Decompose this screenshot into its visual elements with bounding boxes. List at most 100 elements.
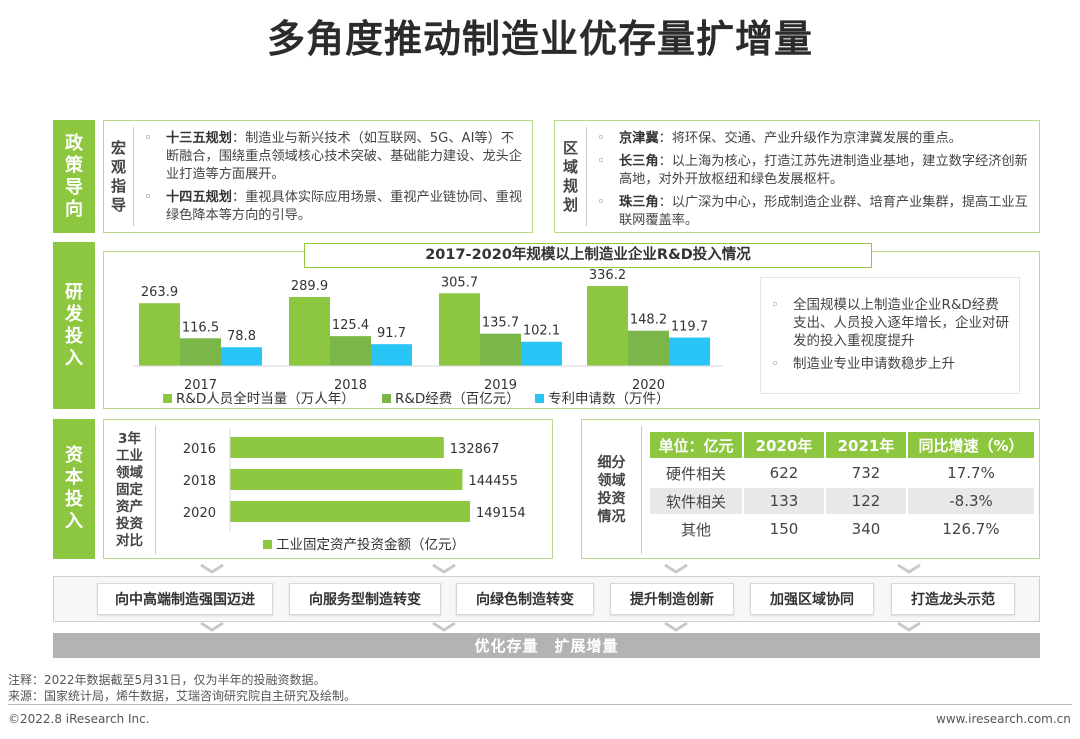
table-cell: 340: [851, 520, 881, 538]
table-cell: 133: [744, 488, 824, 514]
list-item: 京津冀：将环保、交通、产业升级作为京津冀发展的重点。: [595, 130, 1035, 148]
bar: [587, 286, 628, 366]
chevron-down-icon: [897, 621, 921, 632]
bar: [521, 341, 562, 366]
bar: [330, 336, 371, 366]
data-label: 78.8: [227, 329, 256, 344]
y-tick-label: 2020: [183, 506, 216, 521]
data-label: 132867: [450, 442, 500, 457]
bar: [221, 347, 262, 366]
x-tick-label: 2019: [484, 378, 517, 393]
bar: [371, 344, 412, 366]
bar: [180, 338, 221, 366]
bar: [628, 330, 669, 366]
direction-item: 向服务型制造转变: [289, 583, 441, 615]
bar: [669, 337, 710, 366]
legend-swatch: [535, 394, 544, 403]
data-label: 289.9: [291, 279, 328, 294]
footer-divider: [8, 704, 1072, 705]
table-row: 软件相关 133 122 -8.3%: [650, 488, 1034, 514]
table-cell: 17.7%: [947, 464, 995, 482]
data-label: 148.2: [630, 313, 667, 328]
macro-panel: 宏观指导 十三五规划：制造业与新兴技术（如互联网、5G、AI等）不断融合，围绕重…: [103, 120, 533, 233]
bar: [289, 297, 330, 366]
regional-list: 京津冀：将环保、交通、产业升级作为京津冀发展的重点。 长三角：以上海为核心，打造…: [595, 130, 1035, 235]
rd-notes: 全国规模以上制造业企业R&D经费支出、人员投入逐年增长，企业对研发的投入重视度提…: [760, 277, 1020, 394]
table-cell: 其他: [680, 520, 711, 539]
regional-panel: 区域规划 京津冀：将环保、交通、产业升级作为京津冀发展的重点。 长三角：以上海为…: [554, 120, 1040, 233]
list-item: 长三角：以上海为核心，打造江苏先进制造业基地，建立数字经济创新高地，对外开放枢纽…: [595, 153, 1035, 189]
footer-website: www.iresearch.com.cn: [936, 712, 1071, 726]
data-label: 102.1: [523, 324, 560, 339]
table-cell: 150: [769, 520, 799, 538]
chevron-down-icon: [897, 563, 921, 574]
chevron-down-icon: [432, 563, 456, 574]
data-label: 91.7: [377, 326, 406, 341]
y-tick-label: 2016: [183, 442, 216, 457]
x-tick-label: 2020: [632, 378, 665, 393]
footer-source: 来源：国家统计局，烯牛数据，艾瑞咨询研究院自主研究及绘制。: [8, 689, 357, 703]
y-tick-label: 2018: [183, 474, 216, 489]
table-cell: 126.7%: [942, 520, 1000, 538]
direction-item: 提升制造创新: [610, 583, 734, 615]
list-item: 十三五规划：制造业与新兴技术（如互联网、5G、AI等）不断融合，围绕重点领域核心…: [142, 130, 526, 184]
chevron-down-icon: [664, 621, 688, 632]
table-header: 单位：亿元: [650, 432, 742, 458]
data-label: 263.9: [141, 285, 178, 300]
legend-label: 专利申请数（万件）: [548, 391, 670, 407]
bar: [139, 303, 180, 366]
down-chevrons-top: [200, 563, 921, 574]
chevron-down-icon: [200, 621, 224, 632]
legend-label: R&D人员全时当量（万人年）: [176, 390, 355, 407]
table-cell: 122: [826, 488, 906, 514]
list-item: 全国规模以上制造业企业R&D经费支出、人员投入逐年增长，企业对研发的投入重视度提…: [769, 296, 1009, 350]
policy-tab: 政策导向: [53, 120, 95, 233]
down-chevrons-bottom: [200, 621, 921, 632]
capital-tab: 资本投入: [53, 419, 95, 559]
footer-copyright: ©2022.8 iResearch Inc.: [8, 712, 150, 726]
table-row: 其他 150 340 126.7%: [650, 516, 1034, 542]
bar: [439, 293, 480, 366]
table-header: 同比增速（%）: [908, 432, 1034, 458]
table-cell: 732: [851, 464, 881, 482]
footer-note: 注释：2022年数据截至5月31日，仅为半年的投融资数据。: [8, 673, 326, 687]
capital-table-panel: 细分领域投资情况 单位：亿元 2020年 2021年 同比增速（%） 硬件相关 …: [581, 419, 1040, 559]
x-tick-label: 2018: [334, 378, 367, 393]
macro-list: 十三五规划：制造业与新兴技术（如互联网、5G、AI等）不断融合，围绕重点领域核心…: [142, 130, 526, 230]
direction-item: 打造龙头示范: [891, 583, 1015, 615]
table-cell: 622: [769, 464, 799, 482]
capital-chart-label: 3年工业领域固定资产投资对比: [104, 426, 156, 554]
chevron-down-icon: [664, 563, 688, 574]
legend-swatch: [263, 540, 272, 549]
table-cell: 软件相关: [650, 488, 742, 514]
capital-chart: 2016 132867 2018 144455 2020 149154 工业固定资产投资金额…: [183, 429, 526, 553]
bar: [230, 501, 470, 522]
rd-tab: 研发投入: [53, 242, 95, 409]
data-label: 125.4: [332, 318, 369, 333]
direction-item: 加强区域协同: [750, 583, 874, 615]
data-label: 305.7: [441, 275, 478, 290]
bottom-bar: 优化存量 扩展增量: [53, 633, 1040, 658]
data-label: 135.7: [482, 316, 519, 331]
invest-table: 单位：亿元 2020年 2021年 同比增速（%） 硬件相关 622 732 1…: [648, 430, 1036, 544]
x-tick-label: 2017: [184, 378, 217, 393]
data-label: 116.5: [182, 320, 219, 335]
rd-chart-title: 2017-2020年规模以上制造业企业R&D投入情况: [304, 243, 872, 268]
regional-label: 区域规划: [555, 127, 587, 226]
data-label: 336.2: [589, 268, 626, 283]
data-label: 149154: [476, 506, 526, 521]
table-cell: 硬件相关: [665, 464, 726, 483]
page-title: 多角度推动制造业优存量扩增量: [266, 17, 813, 61]
list-item: 制造业专业申请数稳步上升: [769, 355, 1009, 373]
chevron-down-icon: [200, 563, 224, 574]
list-item: 十四五规划：重视具体实际应用场景、重视产业链协同、重视绿色降本等方向的引导。: [142, 189, 526, 225]
data-label: 119.7: [671, 320, 708, 335]
table-cell: -8.3%: [908, 488, 1034, 514]
direction-item: 向中高端制造强国迈进: [97, 583, 273, 615]
table-row: 硬件相关 622 732 17.7%: [650, 460, 1034, 486]
table-header: 2020年: [744, 432, 824, 458]
legend-swatch: [382, 394, 391, 403]
chevron-down-icon: [432, 621, 456, 632]
data-label: 144455: [468, 474, 518, 489]
legend-label: R&D经费（百亿元）: [395, 391, 520, 407]
